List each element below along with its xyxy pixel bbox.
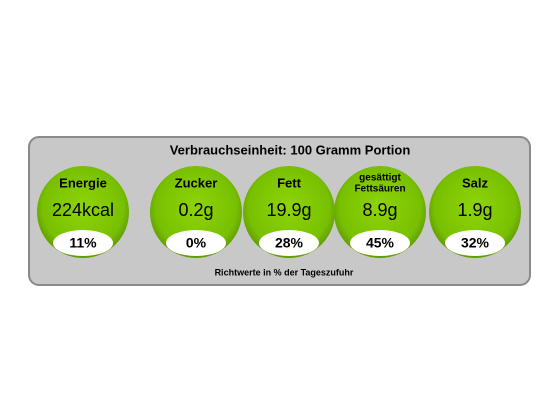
percent-badge [445,230,505,256]
percent-badge [53,230,113,256]
nutrient-percent: 11% [69,235,97,251]
nutrient-label: Zucker [175,175,218,190]
nutrient-amount: 224kcal [52,200,114,220]
nutrient-label: Fett [277,175,302,190]
nutrient-percent: 28% [275,235,304,251]
nutrient-label: Energie [59,175,107,190]
nutrient-amount: 0.2g [178,200,213,220]
title: Verbrauchseinheit: 100 Gramm Portion [170,142,411,157]
nutrient-percent: 0% [186,235,207,251]
nutrient-label: Salz [462,175,489,190]
nutrient-amount: 8.9g [362,200,397,220]
percent-badge [259,230,319,256]
percent-badge [350,230,410,256]
footer-note: Richtwerte in % der Tageszufuhr [215,267,354,277]
nutrient-percent: 45% [366,235,395,251]
nutrient-percent: 32% [461,235,490,251]
percent-badge [166,230,226,256]
nutrient-label: gesättigt [359,173,401,184]
nutrient-label: Fettsäuren [354,184,405,195]
nutrient-amount: 19.9g [266,200,311,220]
nutrient-amount: 1.9g [457,200,492,220]
